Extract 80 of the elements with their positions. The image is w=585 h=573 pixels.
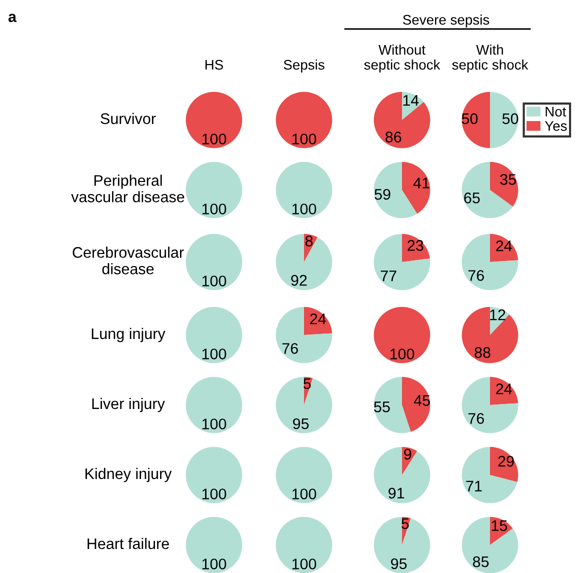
text: Kidney injury <box>86 468 172 482</box>
text: Survivor <box>100 112 156 124</box>
data-label: 100 <box>390 348 414 360</box>
text: Heart failure <box>88 538 169 550</box>
data-label: 29 <box>498 456 514 467</box>
pie-slice <box>462 446 518 504</box>
data-label: 23 <box>408 240 424 251</box>
pie-slice <box>304 306 332 335</box>
text: a <box>8 14 17 22</box>
pie-slice <box>490 376 518 405</box>
pie-slice <box>462 516 518 573</box>
data-label: 85 <box>472 556 489 568</box>
pie-slice <box>462 92 490 148</box>
data-label: 100 <box>202 276 226 286</box>
pie-slice <box>374 516 430 573</box>
data-label: 100 <box>202 488 226 500</box>
data-label: 95 <box>293 418 309 430</box>
data-label: 95 <box>391 558 407 570</box>
data-label: 41 <box>413 178 430 188</box>
pie-slice <box>276 306 332 364</box>
pie-slice <box>276 376 332 434</box>
pie-slice <box>490 446 518 482</box>
data-label: 59 <box>374 188 390 200</box>
data-label: 100 <box>202 348 226 360</box>
data-label: 100 <box>202 418 226 430</box>
pie-slice <box>462 376 518 434</box>
chart-title: Without septic shock <box>364 44 440 72</box>
pie-slice <box>276 234 332 290</box>
data-label: 100 <box>292 488 316 500</box>
chart-title: HS <box>205 60 224 70</box>
data-label: 65 <box>464 192 480 204</box>
legend-label: Yes <box>544 121 567 131</box>
data-label: 100 <box>292 558 316 570</box>
data-label: 88 <box>474 347 490 358</box>
pie-slice <box>402 376 430 432</box>
text: Peripheral vascular disease <box>71 174 184 202</box>
data-label: 35 <box>500 174 516 185</box>
data-label: 45 <box>414 395 430 406</box>
pie-slice <box>490 92 518 148</box>
legend-label: Not <box>546 106 566 117</box>
data-label: 55 <box>374 402 390 412</box>
pie-slice <box>374 446 430 504</box>
data-label: 76 <box>282 343 298 354</box>
pie-slice <box>374 234 430 290</box>
data-label: 76 <box>468 413 484 424</box>
data-label: 100 <box>292 134 316 144</box>
text: Lung injury <box>92 328 166 342</box>
data-label: 92 <box>291 274 307 286</box>
data-label: 9 <box>404 448 412 460</box>
data-label: 14 <box>403 95 419 106</box>
chart-title: Sepsis <box>284 59 324 72</box>
data-label: 71 <box>466 480 482 492</box>
pie-slice <box>402 234 430 262</box>
data-label: 24 <box>496 383 512 394</box>
pie-slice <box>462 306 518 364</box>
data-label: 50 <box>502 113 518 124</box>
pie-slice <box>462 234 518 290</box>
data-label: 100 <box>202 134 226 144</box>
pie-slice <box>490 234 518 262</box>
data-label: 24 <box>310 313 326 324</box>
data-label: 8 <box>305 236 313 246</box>
pie-slice <box>490 162 518 207</box>
data-label: 50 <box>462 113 478 124</box>
data-label: 24 <box>496 240 512 252</box>
data-label: 100 <box>202 558 226 570</box>
pie-slice <box>374 92 430 148</box>
data-label: 12 <box>490 309 506 320</box>
data-label: 76 <box>468 270 484 281</box>
data-label: 77 <box>380 270 396 282</box>
data-label: 86 <box>386 132 402 142</box>
text: Liver injury <box>92 398 165 412</box>
data-label: 100 <box>292 204 316 214</box>
text: Cerebrovascular disease <box>72 246 184 274</box>
pie-slice <box>374 376 411 434</box>
pie-slice <box>402 162 430 214</box>
chart-title: With septic shock <box>452 44 528 72</box>
text: Severe sepsis <box>403 14 490 28</box>
data-label: 15 <box>492 520 508 532</box>
data-label: 91 <box>388 488 404 499</box>
data-label: 100 <box>202 204 226 214</box>
